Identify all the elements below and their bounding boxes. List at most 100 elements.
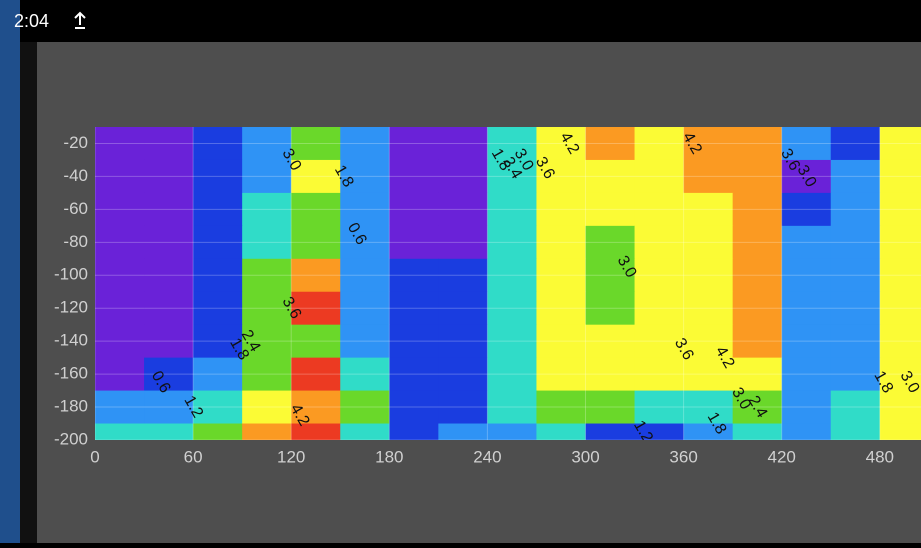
cell: [732, 390, 783, 425]
cell: [144, 192, 194, 227]
cell: [732, 192, 783, 227]
cell: [585, 324, 636, 359]
cell: [732, 127, 783, 161]
cell: [193, 127, 243, 161]
cell: [781, 159, 832, 194]
cell: [340, 357, 390, 392]
cell: [340, 324, 390, 359]
cell: [879, 258, 921, 293]
cell: [879, 423, 921, 440]
cell: [781, 258, 832, 293]
cell: [487, 258, 537, 293]
cell: [732, 357, 783, 392]
cell: [95, 258, 145, 293]
cell: [340, 390, 390, 425]
x-tick-label: 180: [375, 447, 403, 466]
cell: [830, 159, 881, 194]
cell: [781, 127, 832, 161]
cell: [732, 324, 783, 359]
cell: [95, 159, 145, 194]
cell: [830, 258, 881, 293]
cell: [879, 291, 921, 326]
cell: [340, 225, 390, 260]
cell: [830, 357, 881, 392]
cell: [193, 390, 243, 425]
cell: [95, 357, 145, 392]
cell: [781, 357, 832, 392]
cell: [193, 324, 243, 359]
cell: [242, 192, 292, 227]
x-tick-label: 300: [571, 447, 599, 466]
cell: [634, 192, 685, 227]
cell: [193, 423, 243, 440]
cell: [879, 324, 921, 359]
x-tick-label: 0: [90, 447, 99, 466]
cell: [242, 390, 292, 425]
cell: [585, 291, 636, 326]
cell: [830, 192, 881, 227]
cell: [144, 324, 194, 359]
cell: [95, 324, 145, 359]
cell: [193, 159, 243, 194]
cell: [830, 127, 881, 161]
cell: [340, 159, 390, 194]
cell: [242, 291, 292, 326]
y-tick-label: -60: [63, 199, 88, 218]
cell: [585, 159, 636, 194]
cell: [732, 423, 783, 440]
cell: [683, 159, 734, 194]
cell: [389, 192, 439, 227]
y-tick-label: -120: [54, 298, 88, 317]
cell: [389, 159, 439, 194]
cell: [193, 291, 243, 326]
cell: [144, 423, 194, 440]
cell: [634, 159, 685, 194]
x-tick-label: 240: [473, 447, 501, 466]
cell: [193, 258, 243, 293]
status-time: 2:04: [14, 11, 49, 31]
cell: [585, 192, 636, 227]
cell: [830, 225, 881, 260]
cell: [781, 390, 832, 425]
cell: [781, 324, 832, 359]
cell: [389, 357, 439, 392]
status-bar: [0, 0, 921, 42]
cell: [830, 390, 881, 425]
cell: [291, 390, 341, 425]
cell: [487, 423, 537, 440]
cell: [732, 225, 783, 260]
cell: [487, 291, 537, 326]
cell: [683, 258, 734, 293]
cell: [732, 258, 783, 293]
cell: [536, 291, 586, 326]
cell: [634, 225, 685, 260]
cell: [438, 127, 488, 161]
cell: [144, 357, 194, 392]
cell: [487, 324, 537, 359]
cell: [732, 291, 783, 326]
cell: [95, 225, 145, 260]
cell: [340, 127, 390, 161]
cell: [291, 357, 341, 392]
cell: [438, 357, 488, 392]
cell: [340, 291, 390, 326]
y-tick-label: -20: [63, 133, 88, 152]
cell: [340, 423, 390, 440]
cell: [487, 390, 537, 425]
cell: [879, 390, 921, 425]
cell: [879, 127, 921, 161]
cell: [389, 423, 439, 440]
cell: [144, 390, 194, 425]
cell: [340, 258, 390, 293]
cell: [389, 225, 439, 260]
cell: [438, 258, 488, 293]
cell: [879, 159, 921, 194]
cell: [291, 423, 341, 440]
y-tick-label: -160: [54, 364, 88, 383]
cell: [389, 258, 439, 293]
cell: [536, 258, 586, 293]
cell: [144, 258, 194, 293]
cell: [389, 324, 439, 359]
cell: [242, 423, 292, 440]
cell: [634, 324, 685, 359]
